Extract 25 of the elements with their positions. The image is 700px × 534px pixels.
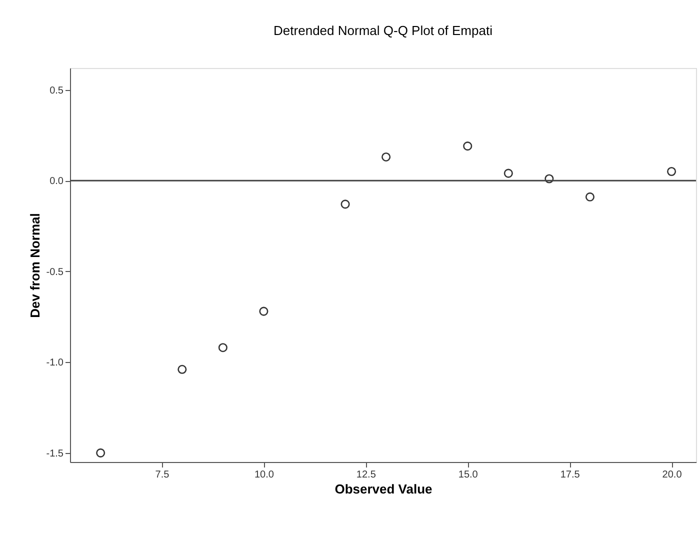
point xyxy=(382,152,391,162)
x-axis-title: Observed Value xyxy=(334,482,432,496)
point xyxy=(259,306,268,316)
y-axis-title: Dev from Normal xyxy=(27,213,42,318)
x-tick-label: 15.0 xyxy=(458,470,478,480)
point xyxy=(585,192,594,202)
y-tick-label: -0.5 xyxy=(46,266,64,278)
point xyxy=(667,166,676,176)
y-tick-label: -1.5 xyxy=(46,448,64,460)
x-tick-label: 17.5 xyxy=(560,470,580,480)
point xyxy=(178,364,187,374)
x-tick-label: 12.5 xyxy=(356,470,376,480)
point xyxy=(218,343,228,352)
point xyxy=(96,448,106,458)
y-tick-label: -1.0 xyxy=(46,358,64,369)
point xyxy=(504,168,513,178)
y-tick-label: 0.5 xyxy=(50,85,64,96)
chart-title: Detrended Normal Q-Q Plot of Empati xyxy=(274,23,493,38)
y-tick-label: 0.0 xyxy=(50,176,64,188)
x-tick-label: 10.0 xyxy=(254,470,274,480)
point xyxy=(463,142,472,151)
point xyxy=(340,200,350,209)
x-tick-label: 7.5 xyxy=(155,470,170,480)
x-tick-label: 20.0 xyxy=(662,470,682,480)
point xyxy=(544,174,554,184)
